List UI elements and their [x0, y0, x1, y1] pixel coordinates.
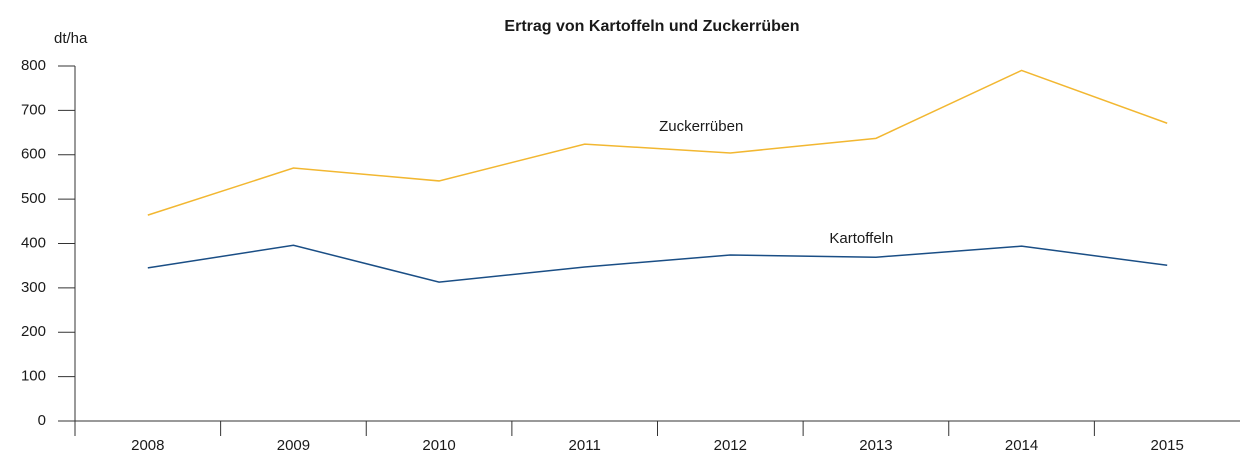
series-line [147, 69, 1168, 216]
y-tick-label: 300 [21, 279, 46, 296]
y-tick-label: 0 [38, 412, 46, 429]
y-tick-label: 700 [21, 101, 46, 118]
y-axis-label: dt/ha [54, 30, 88, 47]
y-tick-label: 100 [21, 368, 46, 385]
chart-title: Ertrag von Kartoffeln und Zuckerrüben [504, 18, 799, 35]
series-line [147, 244, 1168, 283]
series-label: Kartoffeln [829, 230, 893, 247]
x-tick-label: 2015 [1151, 437, 1184, 454]
x-tick-label: 2008 [131, 437, 164, 454]
y-tick-label: 600 [21, 146, 46, 163]
y-tick-label: 500 [21, 190, 46, 207]
x-tick-label: 2013 [859, 437, 892, 454]
y-tick-label: 800 [21, 57, 46, 74]
y-tick-label: 200 [21, 323, 46, 340]
y-tick-label: 400 [21, 234, 46, 251]
x-tick-label: 2011 [569, 437, 601, 454]
x-tick-label: 2009 [277, 437, 310, 454]
x-tick-label: 2010 [422, 437, 455, 454]
x-tick-label: 2014 [1005, 437, 1038, 454]
x-tick-label: 2012 [714, 437, 747, 454]
series-label: Zuckerrüben [659, 118, 743, 135]
